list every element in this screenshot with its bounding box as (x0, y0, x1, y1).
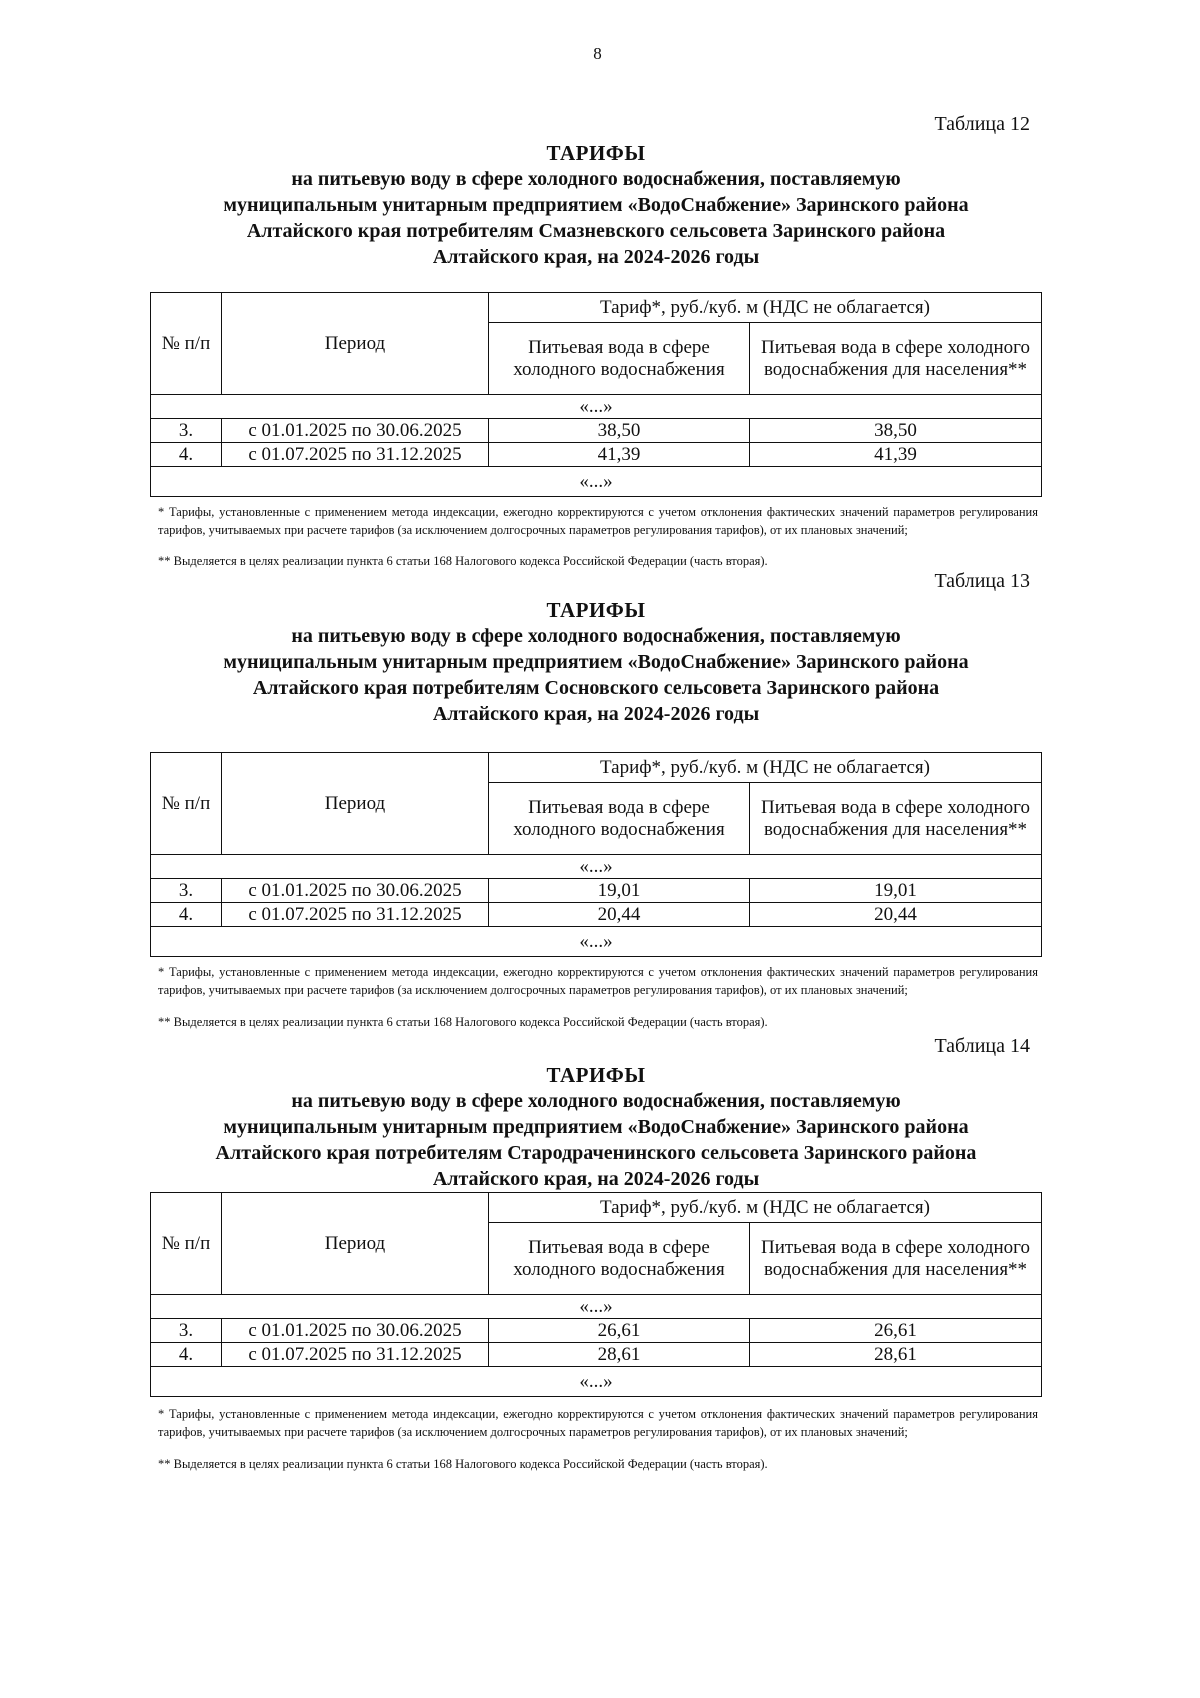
header-num: № п/п (150, 292, 222, 395)
header-num: № п/п (150, 1192, 222, 1295)
title-line: муниципальным унитарным предприятием «Во… (223, 651, 969, 673)
header-col2: Питьевая вода в сфере холодного водоснаб… (749, 322, 1042, 395)
footnote-1: * Тарифы, установленные с применением ме… (158, 965, 1038, 997)
header-col2: Питьевая вода в сфере холодного водоснаб… (749, 1222, 1042, 1295)
ellipsis-row: «...» (150, 1366, 1042, 1397)
header-period: Период (221, 1192, 489, 1295)
footnote-1: * Тарифы, установленные с применением ме… (158, 505, 1038, 537)
title-line: Алтайского края потребителям Смазневског… (246, 220, 946, 242)
row-value-2: 41,39 (749, 442, 1042, 467)
title-line: муниципальным унитарным предприятием «Во… (223, 194, 969, 216)
row-value-2: 20,44 (749, 902, 1042, 927)
header-col1: Питьевая вода в сфере холодного водоснаб… (488, 1222, 750, 1295)
title-line: муниципальным унитарным предприятием «Во… (223, 1116, 969, 1138)
row-period: с 01.07.2025 по 31.12.2025 (221, 1342, 489, 1367)
tariff-table: № п/п Период Тариф*, руб./куб. м (НДС не… (150, 752, 1042, 957)
row-value-2: 26,61 (749, 1318, 1042, 1343)
row-value-1: 41,39 (488, 442, 750, 467)
header-period: Период (221, 292, 489, 395)
row-value-1: 20,44 (488, 902, 750, 927)
table-row: 3. с 01.01.2025 по 30.06.2025 38,50 38,5… (150, 418, 1042, 443)
title-heading: ТАРИФЫ (546, 1063, 646, 1087)
table-row: 4. с 01.07.2025 по 31.12.2025 28,61 28,6… (150, 1342, 1042, 1367)
table-title: ТАРИФЫ на питьевую воду в сфере холодног… (150, 140, 1042, 270)
ellipsis-row: «...» (150, 926, 1042, 957)
row-period: с 01.07.2025 по 31.12.2025 (221, 902, 489, 927)
title-heading: ТАРИФЫ (546, 598, 646, 622)
title-line: Алтайского края, на 2024-2026 годы (432, 703, 760, 725)
header-tariff: Тариф*, руб./куб. м (НДС не облагается) (488, 292, 1042, 323)
header-tariff: Тариф*, руб./куб. м (НДС не облагается) (488, 752, 1042, 783)
header-num: № п/п (150, 752, 222, 855)
table-title: ТАРИФЫ на питьевую воду в сфере холодног… (150, 1062, 1042, 1192)
ellipsis-row: «...» (150, 394, 1042, 419)
header-col1: Питьевая вода в сфере холодного водоснаб… (488, 782, 750, 855)
row-value-2: 38,50 (749, 418, 1042, 443)
title-line: на питьевую воду в сфере холодного водос… (291, 168, 901, 190)
header-period: Период (221, 752, 489, 855)
title-heading: ТАРИФЫ (546, 141, 646, 165)
ellipsis-row: «...» (150, 466, 1042, 497)
row-num: 3. (150, 418, 222, 443)
row-value-1: 19,01 (488, 878, 750, 903)
row-value-2: 28,61 (749, 1342, 1042, 1367)
footnote-2: ** Выделяется в целях реализации пункта … (158, 1015, 768, 1029)
footnote-2: ** Выделяется в целях реализации пункта … (158, 1457, 768, 1471)
row-period: с 01.01.2025 по 30.06.2025 (221, 878, 489, 903)
table-row: 3. с 01.01.2025 по 30.06.2025 26,61 26,6… (150, 1318, 1042, 1343)
row-num: 4. (150, 442, 222, 467)
tariff-table: № п/п Период Тариф*, руб./куб. м (НДС не… (150, 1192, 1042, 1397)
tariff-table: № п/п Период Тариф*, руб./куб. м (НДС не… (150, 292, 1042, 497)
title-line: Алтайского края потребителям Стародрачен… (215, 1142, 977, 1164)
row-num: 3. (150, 878, 222, 903)
row-num: 4. (150, 902, 222, 927)
table-label: Таблица 12 (934, 113, 1030, 135)
table-label: Таблица 14 (934, 1035, 1030, 1057)
table-title: ТАРИФЫ на питьевую воду в сфере холодног… (150, 597, 1042, 727)
row-value-1: 28,61 (488, 1342, 750, 1367)
ellipsis-row: «...» (150, 1294, 1042, 1319)
ellipsis-row: «...» (150, 854, 1042, 879)
row-period: с 01.07.2025 по 31.12.2025 (221, 442, 489, 467)
row-num: 3. (150, 1318, 222, 1343)
page-number: 8 (593, 44, 602, 63)
row-period: с 01.01.2025 по 30.06.2025 (221, 1318, 489, 1343)
header-col2: Питьевая вода в сфере холодного водоснаб… (749, 782, 1042, 855)
table-row: 3. с 01.01.2025 по 30.06.2025 19,01 19,0… (150, 878, 1042, 903)
footnote-1: * Тарифы, установленные с применением ме… (158, 1407, 1038, 1439)
title-line: на питьевую воду в сфере холодного водос… (291, 625, 901, 647)
header-col1: Питьевая вода в сфере холодного водоснаб… (488, 322, 750, 395)
row-value-2: 19,01 (749, 878, 1042, 903)
table-row: 4. с 01.07.2025 по 31.12.2025 20,44 20,4… (150, 902, 1042, 927)
title-line: Алтайского края, на 2024-2026 годы (432, 1168, 760, 1190)
row-num: 4. (150, 1342, 222, 1367)
title-line: Алтайского края, на 2024-2026 годы (432, 246, 760, 268)
row-value-1: 38,50 (488, 418, 750, 443)
title-line: Алтайского края потребителям Сосновского… (252, 677, 940, 699)
table-row: 4. с 01.07.2025 по 31.12.2025 41,39 41,3… (150, 442, 1042, 467)
footnote-2: ** Выделяется в целях реализации пункта … (158, 554, 768, 568)
title-line: на питьевую воду в сфере холодного водос… (291, 1090, 901, 1112)
header-tariff: Тариф*, руб./куб. м (НДС не облагается) (488, 1192, 1042, 1223)
table-label: Таблица 13 (934, 570, 1030, 592)
row-period: с 01.01.2025 по 30.06.2025 (221, 418, 489, 443)
row-value-1: 26,61 (488, 1318, 750, 1343)
